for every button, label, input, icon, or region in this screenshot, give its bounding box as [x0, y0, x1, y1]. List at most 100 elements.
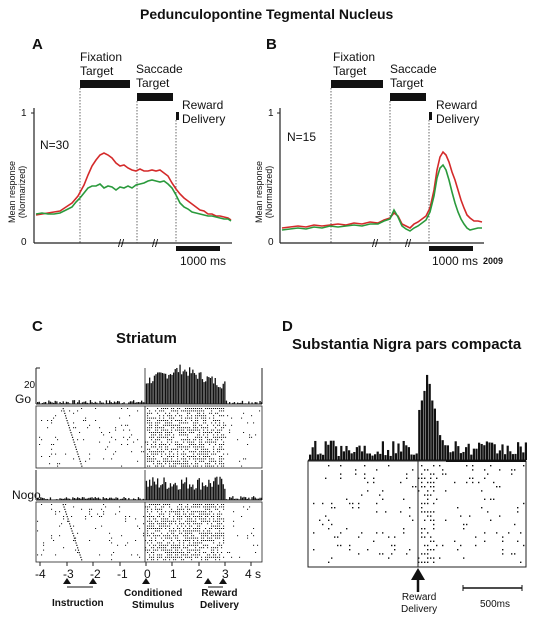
raster-tick: [191, 408, 193, 409]
histogram-bar: [261, 497, 263, 500]
raster-tick: [159, 436, 161, 438]
raster-tick: [211, 523, 213, 525]
raster-tick: [115, 513, 117, 515]
raster-tick: [211, 552, 213, 553]
raster-tick: [424, 511, 426, 513]
raster-tick: [223, 458, 225, 460]
raster-tick: [193, 446, 195, 448]
histogram-bar: [187, 488, 189, 500]
raster-tick: [195, 520, 197, 522]
raster-tick: [159, 544, 161, 546]
raster-tick: [207, 427, 209, 429]
histogram-bar: [251, 497, 253, 500]
raster-tick: [123, 429, 125, 431]
histogram-bar: [488, 442, 491, 460]
raster-tick: [103, 504, 105, 505]
histogram-bar: [69, 498, 71, 500]
histogram-bar: [102, 497, 104, 500]
raster-tick: [502, 540, 504, 542]
raster-tick: [157, 556, 159, 558]
raster-tick: [151, 528, 153, 529]
raster-tick: [427, 553, 429, 555]
histogram-bar: [224, 381, 226, 404]
raster-tick: [147, 465, 149, 467]
histogram-bar: [203, 382, 205, 404]
raster-tick: [65, 453, 67, 455]
raster-tick: [197, 420, 199, 421]
raster-tick: [149, 504, 151, 505]
raster-tick: [197, 504, 199, 505]
raster-tick: [219, 444, 221, 445]
raster-tick: [183, 542, 185, 544]
raster-tick: [183, 463, 185, 465]
raster-tick: [71, 516, 73, 517]
raster-tick: [213, 535, 215, 537]
raster-tick: [433, 481, 435, 484]
raster-tick: [159, 417, 161, 419]
raster-tick: [211, 410, 213, 412]
raster-tick: [179, 420, 181, 421]
raster-tick: [195, 516, 197, 517]
raster-tick: [223, 427, 225, 429]
raster-tick: [231, 417, 233, 419]
histogram-bar: [91, 497, 93, 500]
histogram-bar: [213, 481, 215, 500]
raster-tick: [223, 556, 225, 558]
raster-tick: [181, 448, 183, 450]
raster-tick: [207, 532, 209, 534]
histogram-bar: [519, 446, 522, 460]
raster-tick: [149, 427, 151, 429]
raster-tick: [63, 518, 65, 520]
raster-tick: [157, 453, 159, 455]
raster-tick: [187, 434, 189, 436]
panel-d-reward-label: Reward Delivery: [401, 592, 438, 615]
raster-tick: [111, 436, 113, 438]
raster-tick: [169, 554, 171, 556]
histogram-bar: [219, 476, 221, 500]
raster-tick: [125, 518, 127, 520]
raster-tick: [55, 436, 57, 438]
raster-tick: [517, 511, 519, 513]
raster-tick: [217, 439, 219, 441]
raster-tick: [251, 415, 253, 417]
raster-tick: [177, 453, 179, 455]
raster-tick: [155, 410, 157, 412]
raster-tick: [161, 427, 163, 429]
histogram-bar: [198, 478, 200, 500]
raster-tick: [165, 544, 167, 546]
raster-tick: [163, 460, 165, 462]
raster-tick: [175, 448, 177, 450]
raster-tick: [201, 535, 203, 537]
histogram-bar: [45, 499, 47, 500]
histogram-bar: [433, 408, 436, 460]
raster-tick: [433, 561, 435, 563]
raster-tick: [207, 516, 209, 517]
raster-tick: [427, 498, 429, 500]
raster-tick: [221, 429, 223, 431]
histogram-bar: [96, 498, 98, 500]
raster-tick: [460, 515, 462, 517]
raster-tick: [203, 422, 205, 424]
raster-tick: [421, 532, 423, 534]
raster-tick: [155, 434, 157, 436]
raster-tick: [213, 453, 215, 455]
raster-tick: [237, 535, 239, 537]
histogram-bar: [368, 453, 371, 460]
histogram-bar: [423, 390, 426, 460]
raster-tick: [155, 417, 157, 419]
histogram-bar: [483, 445, 486, 460]
raster-tick: [181, 429, 183, 431]
raster-tick: [179, 427, 181, 429]
raster-tick: [247, 444, 249, 445]
raster-tick: [153, 460, 155, 462]
raster-tick: [57, 463, 59, 465]
raster-tick: [203, 420, 205, 421]
raster-tick: [153, 432, 155, 433]
histogram-bar: [371, 455, 374, 460]
raster-tick: [191, 559, 193, 561]
raster-tick: [400, 481, 402, 484]
raster-tick: [167, 441, 169, 443]
raster-tick: [111, 542, 113, 544]
raster-tick: [213, 460, 215, 462]
raster-tick: [523, 544, 525, 547]
